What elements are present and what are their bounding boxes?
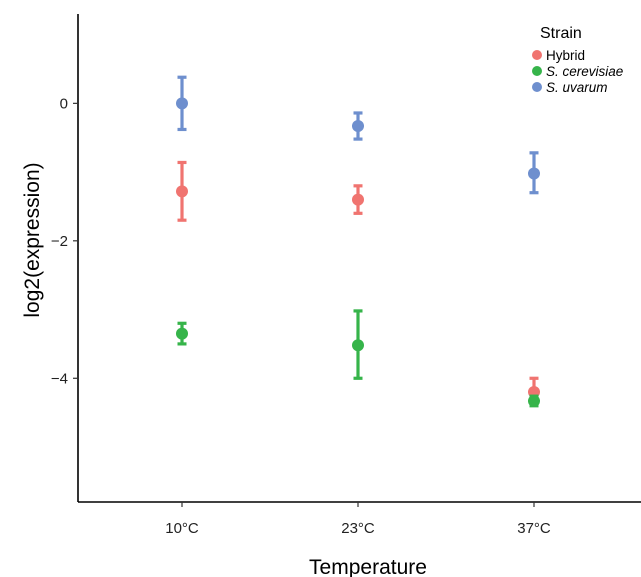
data-point: [176, 327, 188, 340]
data-point: [176, 185, 188, 198]
x-axis-title: Temperature: [309, 556, 427, 577]
data-point: [176, 97, 188, 110]
legend-key: [532, 50, 542, 60]
data-point: [352, 120, 364, 133]
legend-item: S. cerevisiae: [532, 64, 623, 79]
legend-item: S. uvarum: [532, 80, 608, 95]
y-axis-title: log2(expression): [21, 162, 44, 317]
legend-key: [532, 82, 542, 92]
series-s-cerevisiae: [176, 309, 540, 408]
legend-item: Hybrid: [532, 48, 585, 63]
legend-label: S. cerevisiae: [546, 64, 623, 79]
data-layer: [176, 75, 540, 408]
y-tick-label: −4: [51, 370, 68, 387]
data-point: [352, 193, 364, 206]
legend-key: [532, 66, 542, 76]
x-tick-label: 23°C: [341, 520, 375, 537]
legend-label: S. uvarum: [546, 80, 608, 95]
y-tick-label: 0: [60, 95, 68, 112]
data-point: [528, 394, 540, 407]
legend-label: Hybrid: [546, 48, 585, 63]
data-point: [352, 339, 364, 352]
y-tick-label: −2: [51, 233, 68, 250]
legend-title: Strain: [540, 25, 582, 42]
plot-area: −4 −2 0 10°C 23°C 37°C: [51, 14, 641, 537]
data-point: [528, 167, 540, 180]
series-s-uvarum: [176, 75, 540, 195]
x-tick-label: 37°C: [517, 520, 551, 537]
x-axis-ticks: 10°C 23°C 37°C: [165, 502, 551, 537]
y-axis-ticks: −4 −2 0: [51, 95, 78, 387]
x-tick-label: 10°C: [165, 520, 199, 537]
